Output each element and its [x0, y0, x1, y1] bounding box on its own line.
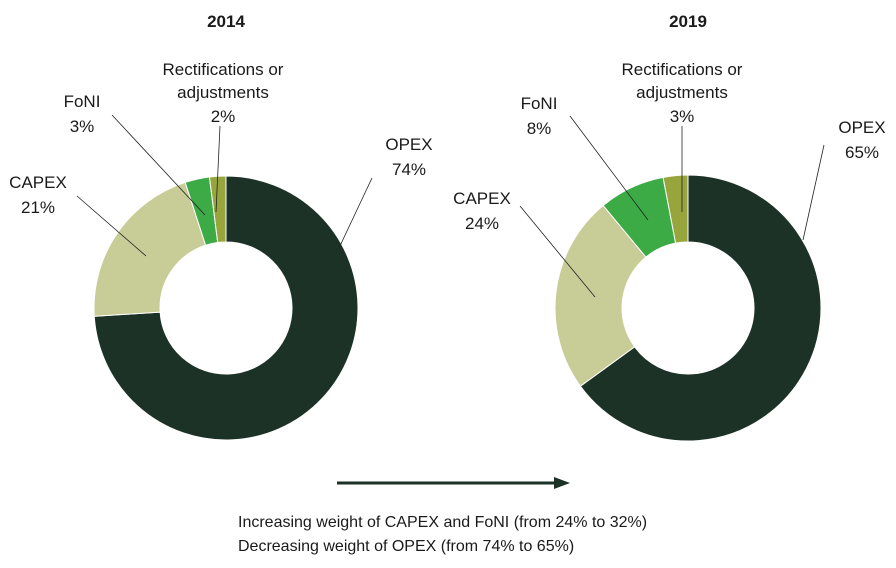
- label-rect-value-2014: 2%: [211, 107, 236, 126]
- leader-foni-2019: [569, 115, 649, 221]
- leader-capex-2014: [76, 195, 147, 257]
- label-capex-value-2014: 21%: [21, 198, 55, 217]
- label-rect-line1-2014: Rectifications or: [163, 60, 284, 79]
- note-line-1: Increasing weight of CAPEX and FoNI (fro…: [238, 514, 648, 531]
- label-capex-value-2019: 24%: [465, 214, 499, 233]
- trend-arrow: [337, 477, 570, 489]
- chart-title-2014: 2014: [207, 12, 245, 31]
- label-foni-value-2014: 3%: [70, 117, 95, 136]
- label-opex-name-2019: OPEX: [838, 118, 885, 137]
- label-rect-line1-2019: Rectifications or: [622, 60, 743, 79]
- label-opex-value-2014: 74%: [392, 160, 426, 179]
- slice-capex-2019: [554, 204, 647, 387]
- leader-rect-2014: [215, 125, 221, 213]
- leader-opex-2019: [802, 144, 825, 241]
- slice-rectifications-or-adjustments-2014: [208, 175, 227, 244]
- note-line-2: Decreasing weight of OPEX (from 74% to 6…: [238, 538, 575, 555]
- label-rect-line2-2019: adjustments: [636, 83, 728, 102]
- label-capex-name-2019: CAPEX: [453, 189, 511, 208]
- label-rect-value-2019: 3%: [670, 107, 695, 126]
- label-rect-line2-2014: adjustments: [177, 83, 269, 102]
- label-foni-name-2014: FoNI: [64, 92, 101, 111]
- chart-title-2019: 2019: [669, 12, 707, 31]
- donut-2019: [554, 174, 822, 442]
- leader-opex-2014: [338, 177, 373, 249]
- leader-foni-2014: [111, 114, 206, 216]
- slice-opex-2014: [93, 175, 359, 441]
- label-capex-name-2014: CAPEX: [9, 173, 67, 192]
- label-foni-value-2019: 8%: [527, 119, 552, 138]
- label-opex-value-2019: 65%: [845, 143, 879, 162]
- slice-opex-2019: [579, 174, 822, 442]
- label-foni-name-2019: FoNI: [521, 94, 558, 113]
- label-opex-name-2014: OPEX: [385, 135, 432, 154]
- slice-capex-2014: [93, 181, 207, 317]
- donut-2014: [93, 175, 359, 441]
- leader-capex-2019: [519, 205, 596, 298]
